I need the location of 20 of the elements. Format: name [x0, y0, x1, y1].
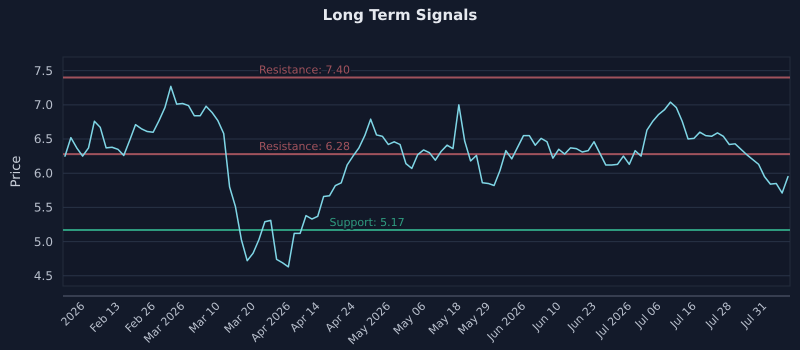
- y-tick-label: 4.5: [34, 268, 53, 283]
- y-axis-title: Price: [9, 156, 24, 188]
- y-tick-label: 6.5: [34, 132, 53, 146]
- chart-title: Long Term Signals: [322, 6, 478, 24]
- x-tick-label: Feb 13: [87, 300, 123, 335]
- ref-line-label: Resistance: 6.28: [258, 140, 350, 154]
- y-tick-label: 5.5: [34, 200, 53, 215]
- x-tick-label: Jul 06: [632, 300, 664, 332]
- x-tick-label: Mar 10: [186, 300, 223, 336]
- ref-line-label: Support: 5.17: [330, 216, 405, 229]
- x-tick-label: Jul 28: [702, 300, 734, 332]
- y-tick-label: 7.5: [34, 64, 53, 78]
- ref-line-label: Resistance: 7.40: [258, 64, 350, 77]
- line-series: [64, 86, 789, 268]
- x-tick-label: Jul 31: [738, 300, 770, 332]
- y-tick-label: 6.0: [34, 166, 53, 180]
- y-tick-label: 7.0: [34, 98, 53, 112]
- y-tick-label: 5.0: [34, 234, 53, 249]
- x-tick-label: Jul 16: [667, 300, 699, 332]
- x-tick-label: Jun 10: [529, 300, 564, 334]
